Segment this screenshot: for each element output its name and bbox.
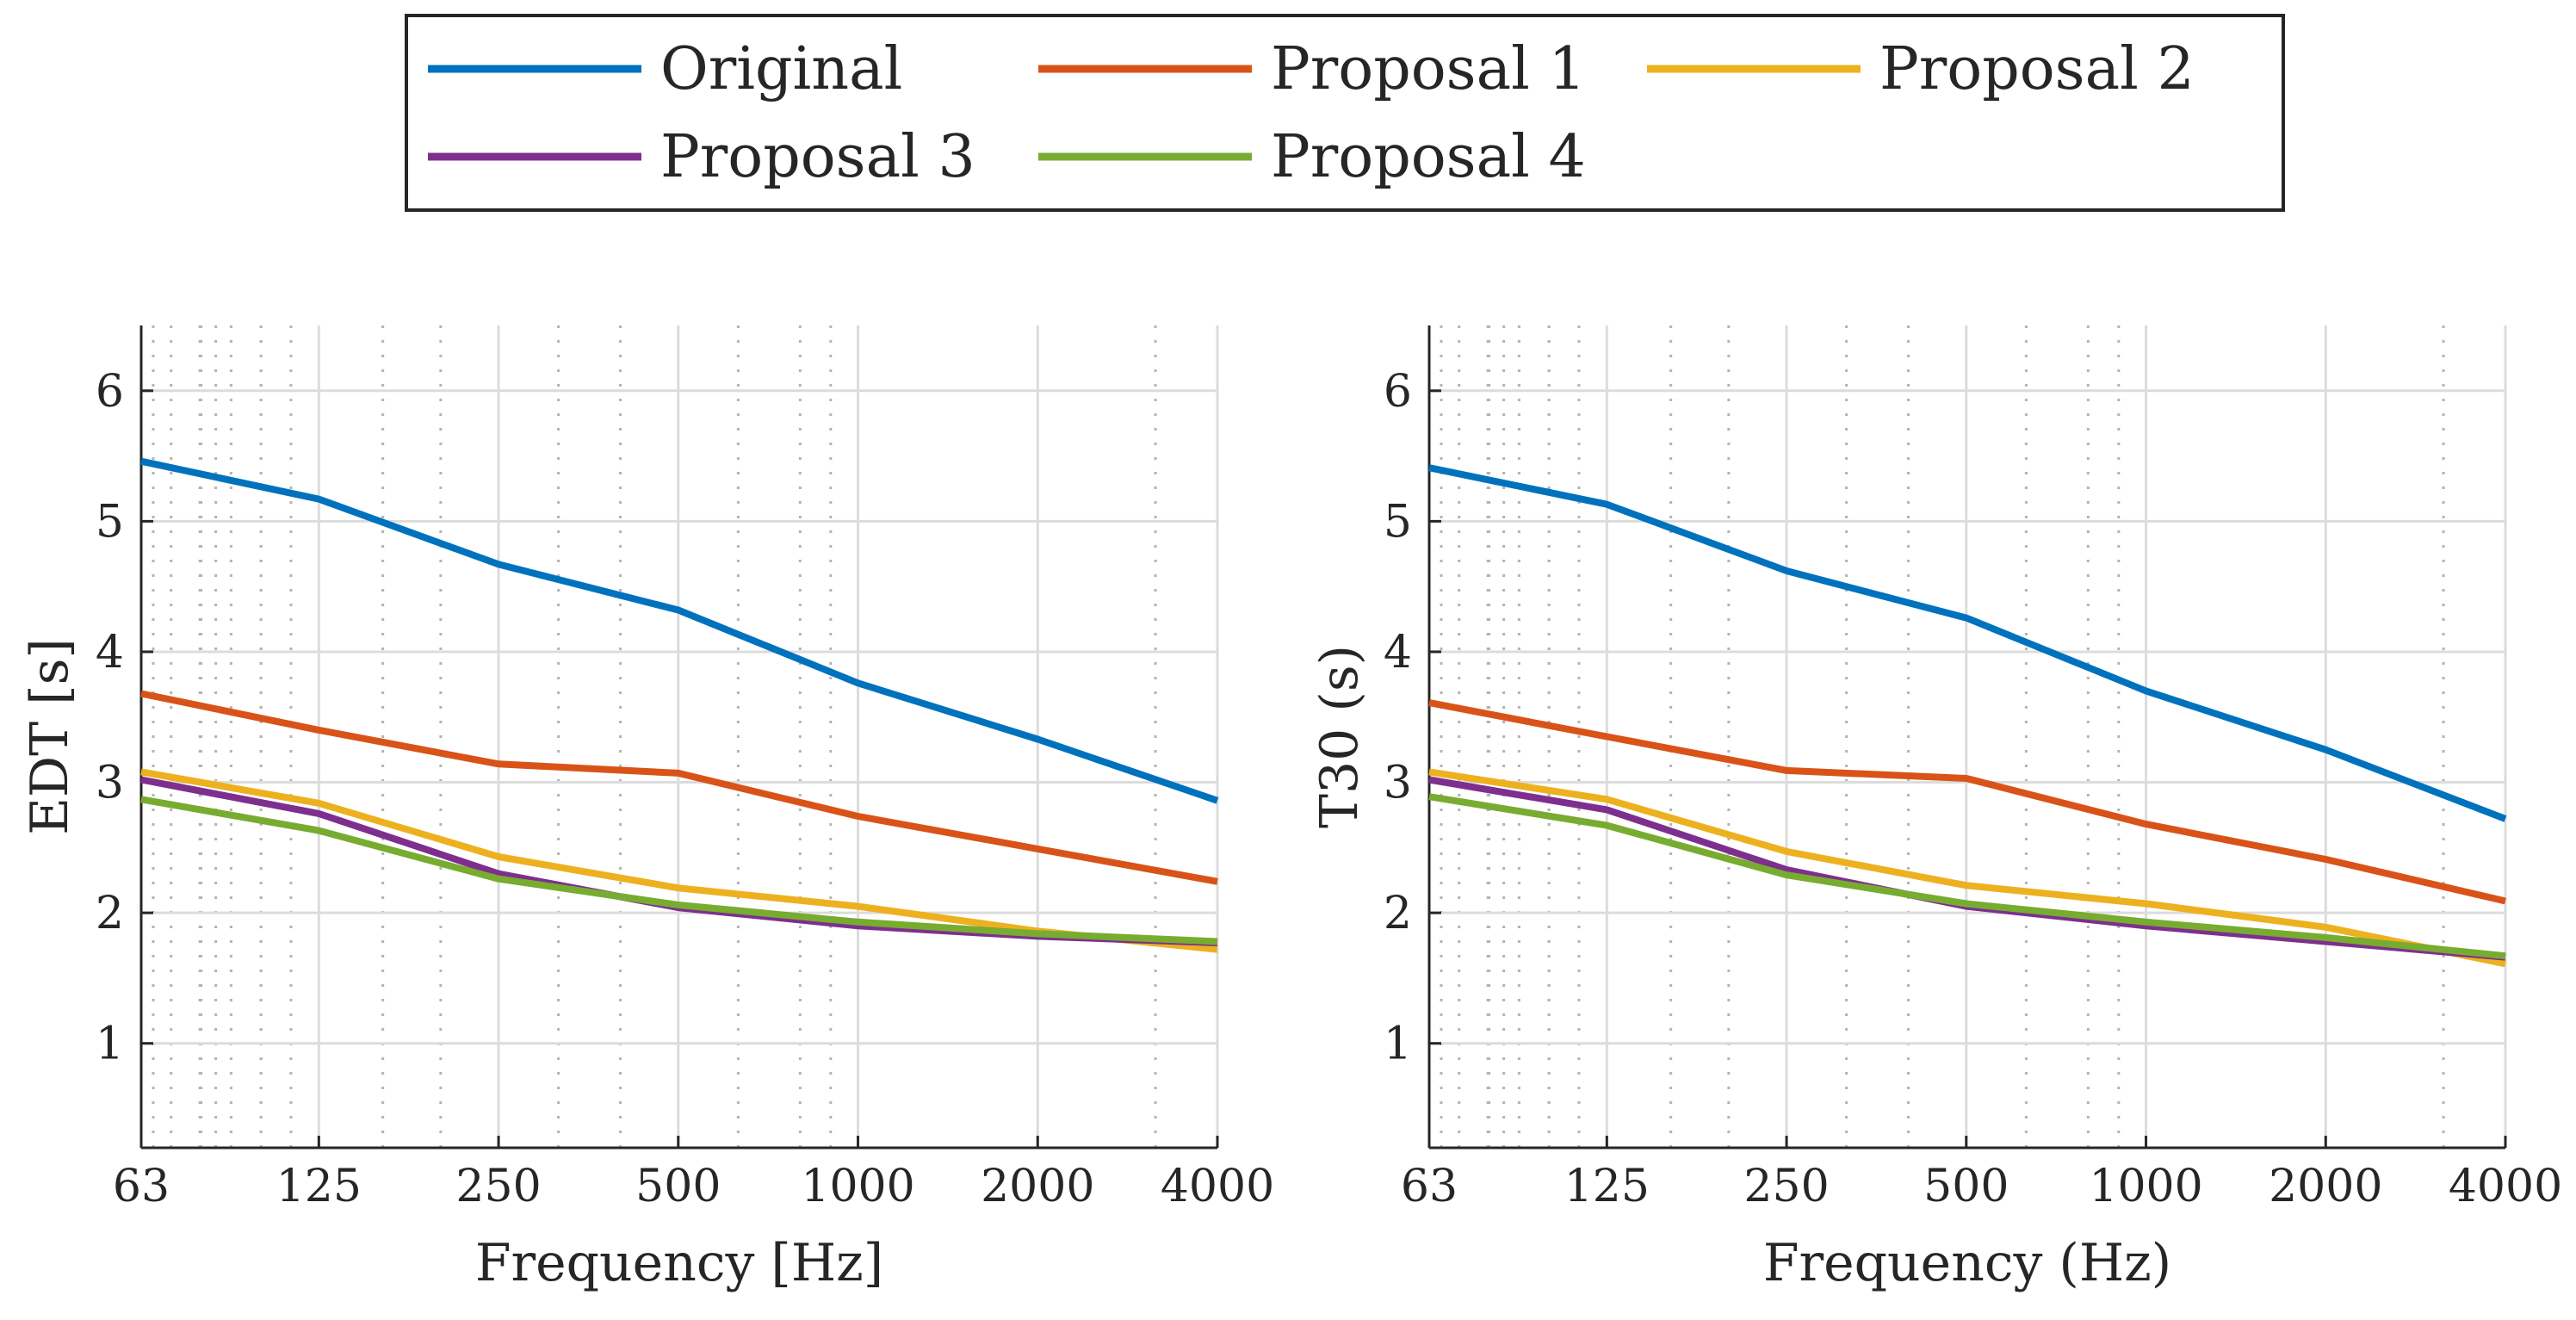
chart-edt: 63 125 250 500 1000 2000 4000 1 2 3 4 5 6 Frequency [… xyxy=(20,325,1274,1293)
minor-grid xyxy=(152,325,1157,1148)
chart-t30: 63 125 250 500 1000 2000 4000 1 2 3 4 5 6 Frequency (… xyxy=(1310,325,2562,1293)
x-tick-label: 1000 xyxy=(2089,1161,2202,1212)
y-tick-label: 6 xyxy=(1384,366,1412,418)
y-tick-label: 3 xyxy=(1384,758,1412,809)
x-tick-label: 4000 xyxy=(1161,1161,1274,1212)
series-line-original xyxy=(1428,464,2507,822)
x-axis-label: Frequency [Hz] xyxy=(475,1233,883,1293)
legend-label: Proposal 4 xyxy=(1271,123,1586,191)
y-tick-label: 1 xyxy=(1384,1019,1412,1070)
x-tick-label: 63 xyxy=(113,1161,170,1212)
series-line-proposal-1 xyxy=(140,690,1218,885)
y-tick-label: 5 xyxy=(96,496,124,548)
x-tick-label: 2000 xyxy=(981,1161,1094,1212)
series-line-proposal-4 xyxy=(140,796,1218,945)
minor-grid xyxy=(1440,325,2445,1148)
y-tick-label: 6 xyxy=(96,366,124,418)
legend-label: Proposal 3 xyxy=(660,123,975,191)
x-tick-label: 4000 xyxy=(2449,1161,2562,1212)
y-tick-label: 5 xyxy=(1384,496,1412,548)
x-tick-label: 1000 xyxy=(801,1161,914,1212)
major-grid xyxy=(139,325,1219,1148)
y-tick-label: 2 xyxy=(1384,888,1412,939)
series-group xyxy=(140,457,1219,953)
y-tick-label: 4 xyxy=(1384,627,1412,679)
legend-item-proposal-2: Proposal 2 xyxy=(1647,35,2195,103)
x-axis-label: Frequency (Hz) xyxy=(1763,1233,2171,1293)
x-tick-label: 500 xyxy=(635,1161,721,1212)
y-axis-label: T30 (s) xyxy=(1310,645,1370,828)
x-tick-label: 250 xyxy=(1743,1161,1829,1212)
legend: Original Proposal 1 Proposal 2 Proposal 3 Pr… xyxy=(405,14,2285,212)
legend-label: Proposal 1 xyxy=(1271,35,1586,103)
y-tick-label: 1 xyxy=(96,1019,124,1070)
x-tick-label: 500 xyxy=(1923,1161,2009,1212)
series-line-proposal-1 xyxy=(1428,699,2506,905)
series-line-original xyxy=(140,457,1219,804)
series-line-proposal-2 xyxy=(1428,768,2506,968)
y-tick-label: 2 xyxy=(96,888,124,939)
x-tick-label: 250 xyxy=(455,1161,541,1212)
legend-item-proposal-4: Proposal 4 xyxy=(1038,123,1586,191)
axes: 63 125 250 500 1000 2000 4000 1 2 3 4 5 6 xyxy=(96,325,1274,1212)
legend-box xyxy=(405,14,2285,212)
legend-item-original: Original xyxy=(428,35,902,103)
y-axis-label: EDT [s] xyxy=(20,638,80,835)
series-group xyxy=(1428,464,2507,968)
x-tick-label: 125 xyxy=(276,1161,362,1212)
legend-label: Proposal 2 xyxy=(1879,35,2195,103)
y-tick-label: 3 xyxy=(96,758,124,809)
x-tick-label: 63 xyxy=(1401,1161,1458,1212)
axes: 63 125 250 500 1000 2000 4000 1 2 3 4 5 6 xyxy=(1384,325,2562,1212)
x-tick-label: 2000 xyxy=(2269,1161,2382,1212)
y-tick-label: 4 xyxy=(96,627,124,679)
series-line-proposal-4 xyxy=(1428,793,2506,960)
legend-item-proposal-1: Proposal 1 xyxy=(1038,35,1586,103)
legend-item-proposal-3: Proposal 3 xyxy=(428,123,975,191)
x-tick-label: 125 xyxy=(1564,1161,1650,1212)
legend-label: Original xyxy=(660,35,902,103)
